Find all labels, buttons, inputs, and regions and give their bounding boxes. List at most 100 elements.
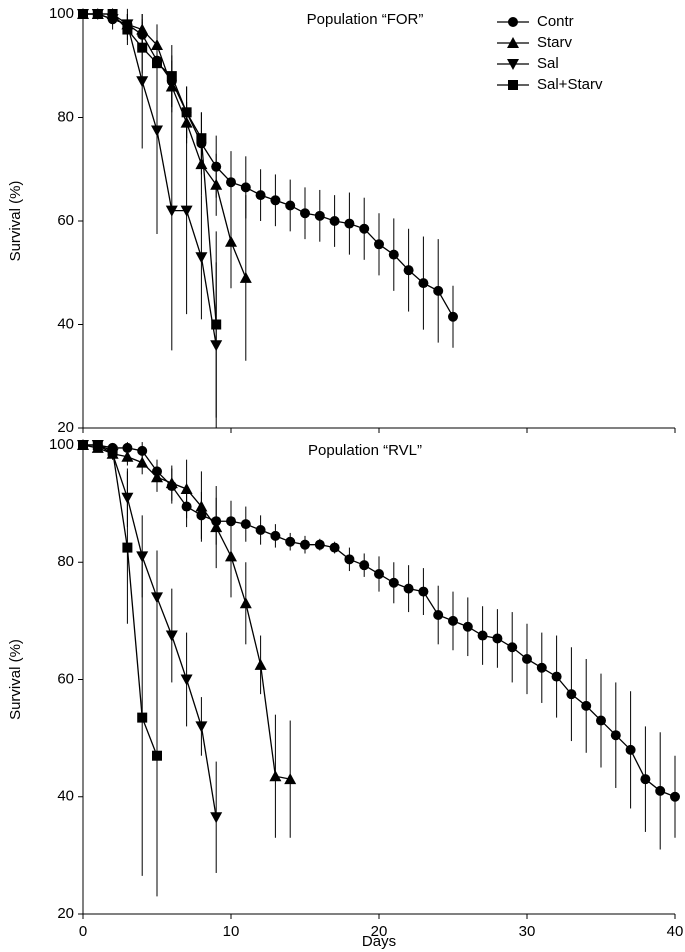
point [536,662,547,673]
x-tick-label: 30 [519,923,536,940]
x-tick-label: 40 [667,923,684,940]
point [136,456,149,468]
point [314,539,325,550]
legend-marker [507,59,519,70]
series-line [83,13,217,325]
point [433,285,444,296]
point [359,223,370,234]
point [254,658,267,670]
point [180,482,193,494]
point [344,218,355,229]
point [610,730,621,741]
series-line [83,13,217,346]
point [152,58,162,69]
point [151,592,163,604]
point [122,24,133,35]
legend-label: Starv [537,34,573,51]
point [165,477,178,489]
point [625,744,636,755]
point [329,542,340,553]
point [136,551,149,563]
legend-item: Starv [497,34,573,51]
legend-label: Sal [537,55,559,72]
point [211,319,222,330]
point [165,630,178,642]
point [151,471,163,483]
point [522,653,532,664]
point [433,610,444,621]
point [403,265,414,276]
y-tick-label: 40 [57,315,74,332]
x-tick-label: 0 [79,923,87,940]
legend-item: Contr [497,13,574,30]
point [226,177,236,188]
y-tick-label: 100 [49,5,74,22]
point [152,750,162,761]
point [92,9,103,19]
legend-label: Contr [537,13,574,30]
x-tick-label: 10 [223,923,240,940]
point [122,542,133,553]
point [78,440,88,450]
point [107,9,118,19]
point [166,71,177,82]
y-axis-label: Survival (%) [7,639,24,720]
point [374,239,384,250]
point [640,774,651,785]
x-tick-label: 20 [371,923,388,940]
point [418,278,429,289]
series-line [83,444,217,818]
point [225,550,237,562]
plot-area [77,8,458,428]
point [670,791,680,802]
point [477,630,488,641]
y-tick-label: 40 [57,788,74,805]
point [507,642,518,653]
point [551,671,562,682]
point [300,539,310,550]
y-tick-label: 100 [49,436,74,453]
point [462,621,473,632]
y-tick-label: 60 [57,670,74,687]
point [329,216,340,226]
point [180,205,193,217]
legend-label: Sal+Starv [537,76,603,93]
series-line [83,13,454,318]
point [374,568,384,579]
y-tick-label: 80 [57,553,74,570]
y-tick-label: 60 [57,212,74,229]
point [448,615,458,626]
point [418,586,429,597]
point [566,689,577,700]
point [255,525,266,536]
point [270,530,281,541]
point [492,633,503,644]
point [210,521,223,533]
y-tick-label: 20 [57,905,74,922]
point [344,554,355,565]
point [285,200,296,211]
y-axis-label: Survival (%) [7,181,24,262]
point [240,519,251,530]
y-tick-label: 80 [57,108,74,125]
point [210,812,223,824]
point [136,76,149,88]
legend-item: Sal+Starv [497,76,603,93]
point [239,597,252,609]
point [180,674,193,686]
point [388,249,399,260]
point [300,208,310,219]
point [121,450,134,462]
legend-marker [508,17,518,27]
series-line [83,444,158,756]
point [195,252,208,264]
point [225,235,237,247]
point [195,500,208,512]
point [78,9,88,19]
plot-area [77,439,680,897]
point [448,311,458,322]
point [107,445,118,456]
series-line [83,13,247,279]
point [596,715,606,726]
point [210,178,223,190]
